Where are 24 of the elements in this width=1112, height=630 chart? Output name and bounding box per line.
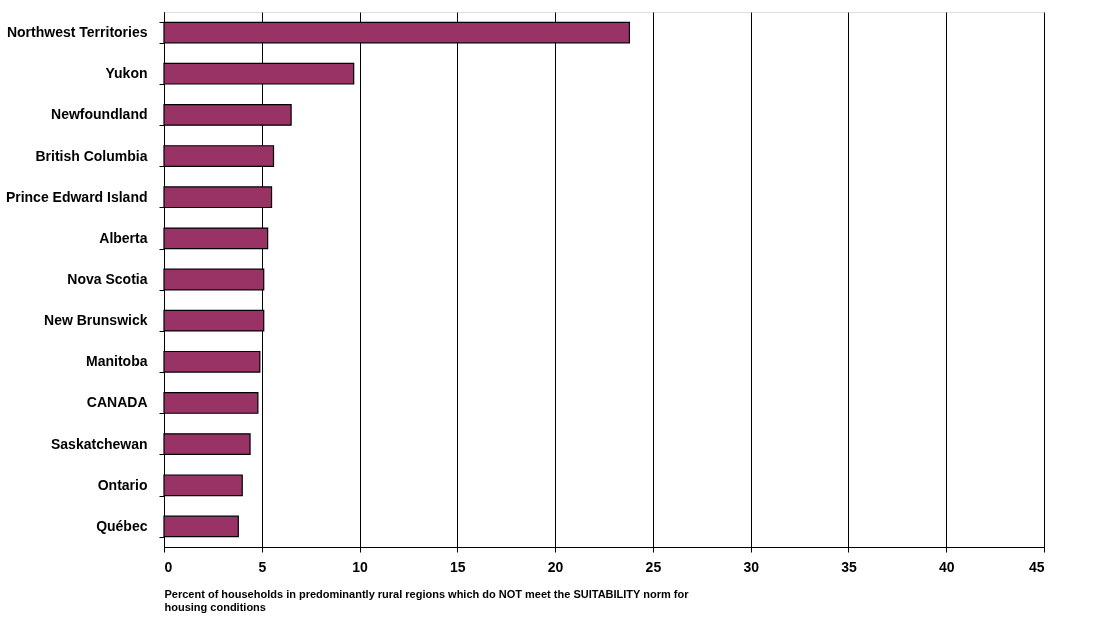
y-tick-label: Manitoba bbox=[86, 353, 148, 370]
x-tick-label: 30 bbox=[743, 558, 760, 575]
x-tick-label: 25 bbox=[645, 558, 662, 575]
x-tick-label: 15 bbox=[450, 558, 466, 575]
x-tick-label: 0 bbox=[164, 558, 173, 575]
y-tick-label: Newfoundland bbox=[51, 106, 148, 123]
x-axis-title: Percent of households in predominantly rural regions which do NOT meet the SUITABILITY norm for housing conditions bbox=[164, 587, 690, 613]
y-tick-label: Northwest Territories bbox=[6, 24, 148, 41]
x-tick-label: 10 bbox=[352, 558, 369, 575]
y-tick-label: Ontario bbox=[97, 476, 148, 493]
y-tick-label: British Columbia bbox=[35, 147, 148, 164]
y-tick-label: CANADA bbox=[86, 394, 148, 411]
x-tick-label: 5 bbox=[258, 558, 267, 575]
x-tick-label: 20 bbox=[547, 558, 564, 575]
y-tick-label: Alberta bbox=[99, 229, 148, 246]
y-tick-label: Prince Edward Island bbox=[5, 188, 148, 205]
x-tick-label: 45 bbox=[1028, 558, 1045, 575]
y-tick-label: New Brunswick bbox=[44, 312, 148, 329]
x-tick-label: 35 bbox=[841, 558, 857, 575]
y-tick-label: Québec bbox=[96, 517, 148, 534]
y-tick-label: Nova Scotia bbox=[67, 271, 148, 287]
y-tick-label: Saskatchewan bbox=[51, 435, 148, 452]
y-tick-label: Yukon bbox=[105, 65, 148, 82]
x-tick-label: 40 bbox=[938, 558, 955, 575]
